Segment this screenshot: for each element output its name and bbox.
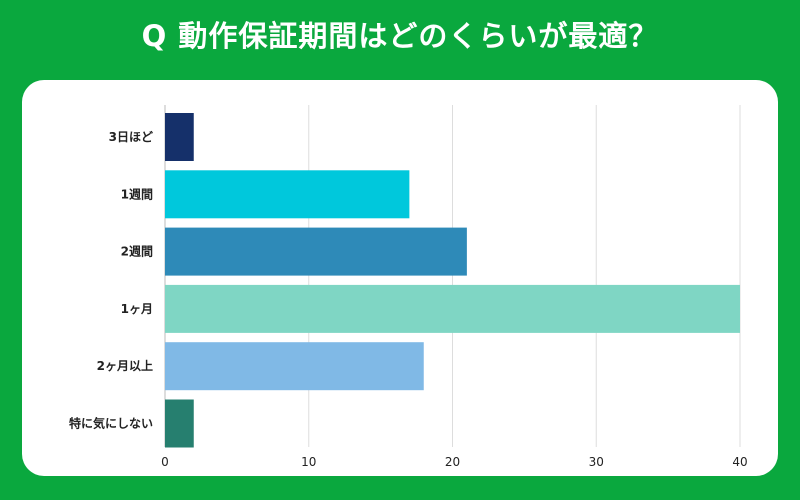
chart-card	[22, 80, 778, 476]
category-label: 2ヶ月以上	[97, 358, 153, 373]
category-label: 特に気にしない	[69, 416, 153, 431]
x-tick-label: 40	[732, 455, 747, 469]
x-tick-label: 10	[301, 455, 316, 469]
bar	[165, 113, 194, 161]
x-tick-label: 20	[445, 455, 460, 469]
bar	[165, 399, 194, 448]
category-label: 1週間	[121, 186, 153, 201]
chart-title: Q 動作保証期間はどのくらいが最適？	[141, 19, 659, 53]
bar	[165, 170, 410, 219]
category-label: 3日ほど	[109, 130, 153, 144]
x-tick-label: 30	[589, 455, 604, 469]
bar	[165, 284, 740, 333]
x-tick-label: 0	[161, 455, 169, 469]
category-label: 2週間	[121, 244, 153, 259]
bar	[165, 227, 467, 276]
bar	[165, 342, 424, 391]
category-label: 1ヶ月	[121, 302, 153, 316]
